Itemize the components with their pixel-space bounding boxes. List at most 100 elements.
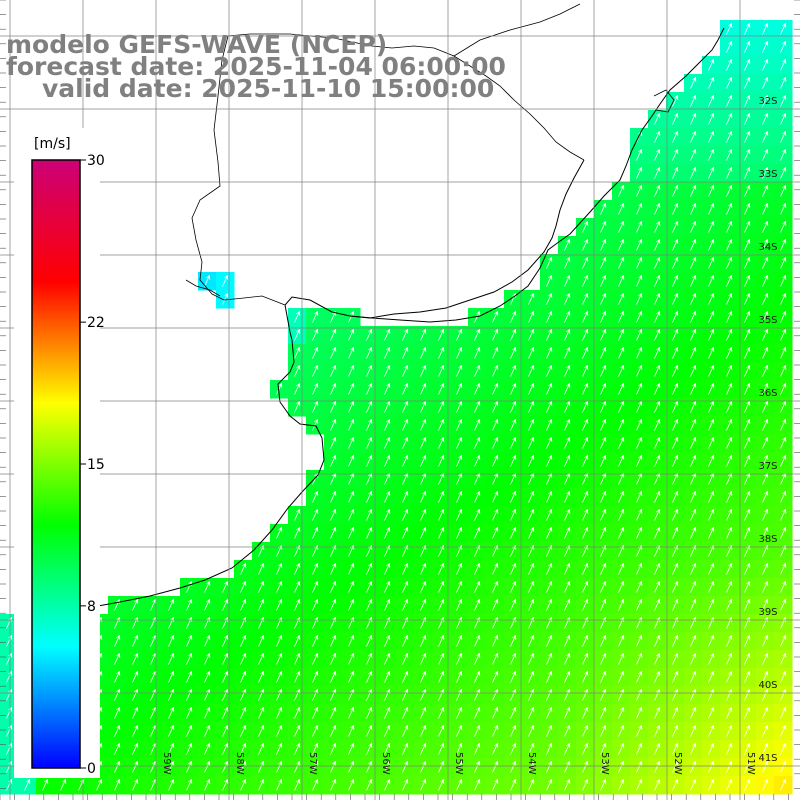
wind-arrow bbox=[348, 706, 355, 719]
wind-arrow bbox=[708, 688, 715, 701]
wind-arrow bbox=[240, 688, 247, 701]
wind-arrow bbox=[564, 724, 571, 737]
wind-arrow bbox=[654, 760, 661, 773]
wind-arrow bbox=[762, 454, 769, 467]
wind-arrow bbox=[456, 508, 463, 521]
wind-arrow bbox=[438, 346, 445, 359]
wind-arrow bbox=[438, 400, 445, 413]
wind-arrow bbox=[744, 742, 751, 755]
wind-arrow bbox=[690, 562, 697, 575]
wind-arrow bbox=[744, 526, 751, 539]
wind-arrow bbox=[636, 724, 643, 737]
wind-arrow bbox=[384, 436, 391, 449]
wind-arrow bbox=[762, 400, 769, 413]
wind-arrow bbox=[726, 490, 733, 503]
wind-arrow bbox=[510, 760, 517, 773]
wind-arrow bbox=[708, 670, 715, 683]
wind-arrow bbox=[708, 418, 715, 431]
wind-arrow bbox=[780, 274, 787, 287]
wind-arrow bbox=[654, 382, 661, 395]
wind-arrow bbox=[510, 706, 517, 719]
wind-arrow bbox=[204, 598, 211, 611]
wind-arrow bbox=[114, 778, 121, 791]
wind-arrow bbox=[582, 742, 589, 755]
wind-arrow bbox=[600, 706, 607, 719]
wind-arrow bbox=[654, 328, 661, 341]
wind-arrow bbox=[330, 526, 337, 539]
wind-arrow bbox=[690, 202, 697, 215]
wind-arrow bbox=[672, 400, 679, 413]
wind-arrow bbox=[294, 328, 301, 341]
wind-arrow bbox=[546, 292, 553, 305]
wind-arrow bbox=[438, 778, 445, 791]
wind-arrow bbox=[438, 508, 445, 521]
uruguay-border bbox=[191, 33, 585, 306]
wind-arrow bbox=[528, 454, 535, 467]
wind-arrow bbox=[726, 112, 733, 125]
wind-arrow bbox=[312, 652, 319, 665]
wind-arrow bbox=[780, 184, 787, 197]
wind-arrow bbox=[762, 382, 769, 395]
latitude-label: 41S bbox=[758, 753, 777, 764]
wind-arrow bbox=[600, 760, 607, 773]
wind-arrow bbox=[402, 778, 409, 791]
wind-arrow bbox=[528, 364, 535, 377]
wind-arrow bbox=[654, 526, 661, 539]
wind-arrow bbox=[636, 652, 643, 665]
wind-arrow bbox=[474, 706, 481, 719]
wind-arrow bbox=[276, 778, 283, 791]
wind-arrow bbox=[420, 580, 427, 593]
wind-arrow bbox=[456, 454, 463, 467]
wind-arrow bbox=[762, 220, 769, 233]
wind-arrow bbox=[726, 166, 733, 179]
wind-arrow bbox=[240, 724, 247, 737]
wind-arrow bbox=[474, 742, 481, 755]
wind-arrow bbox=[528, 634, 535, 647]
wind-arrow bbox=[474, 652, 481, 665]
wind-arrow bbox=[780, 202, 787, 215]
wind-arrow bbox=[258, 742, 265, 755]
wind-arrow bbox=[510, 292, 517, 305]
wind-arrow bbox=[384, 346, 391, 359]
wind-arrow bbox=[186, 760, 193, 773]
wind-arrow bbox=[456, 400, 463, 413]
wind-arrow bbox=[654, 436, 661, 449]
wind-arrow bbox=[618, 418, 625, 431]
brazil-border bbox=[453, 3, 581, 57]
wind-arrow bbox=[384, 454, 391, 467]
wind-arrow bbox=[690, 94, 697, 107]
wind-arrow bbox=[618, 652, 625, 665]
wind-arrow bbox=[654, 364, 661, 377]
wind-arrow bbox=[420, 418, 427, 431]
wind-arrow bbox=[546, 472, 553, 485]
wind-arrow bbox=[636, 472, 643, 485]
wind-arrow bbox=[582, 580, 589, 593]
wind-arrow bbox=[402, 328, 409, 341]
wind-arrow bbox=[60, 778, 67, 791]
wind-speed-field bbox=[0, 20, 793, 795]
wind-arrow bbox=[366, 328, 373, 341]
colorbar-tick-label: 30 bbox=[87, 153, 105, 169]
wind-arrow bbox=[528, 688, 535, 701]
wind-arrow bbox=[474, 760, 481, 773]
wind-arrow bbox=[438, 472, 445, 485]
wind-arrow bbox=[582, 778, 589, 791]
wind-arrow bbox=[780, 562, 787, 575]
wind-arrow bbox=[582, 328, 589, 341]
wind-arrow bbox=[474, 688, 481, 701]
wind-arrow bbox=[312, 400, 319, 413]
wind-arrow bbox=[654, 670, 661, 683]
wind-arrow bbox=[690, 184, 697, 197]
wind-arrow bbox=[726, 274, 733, 287]
wind-arrow bbox=[600, 274, 607, 287]
wind-arrow bbox=[6, 778, 13, 791]
wind-arrow bbox=[762, 418, 769, 431]
wind-arrow bbox=[456, 742, 463, 755]
wind-arrow bbox=[654, 418, 661, 431]
wind-arrow bbox=[600, 490, 607, 503]
wind-arrow bbox=[654, 346, 661, 359]
wind-arrow bbox=[330, 346, 337, 359]
longitude-label: 52W bbox=[672, 752, 683, 775]
wind-arrow bbox=[744, 22, 751, 35]
wind-arrow bbox=[582, 760, 589, 773]
